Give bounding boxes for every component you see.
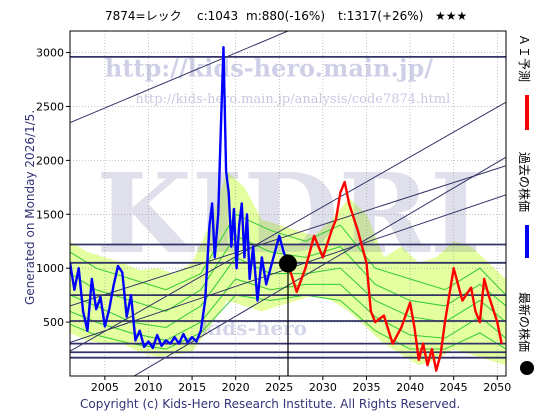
- y-tick-label: 1000: [36, 262, 64, 275]
- generated-caption: Generated on Monday 2026/1/5.: [23, 110, 37, 305]
- legend-latest-swatch: [520, 361, 534, 375]
- x-tick-label: 2040: [396, 381, 424, 394]
- watermark-url-small: http://kids-hero.main.jp/analysis/code78…: [135, 92, 450, 107]
- y-tick-label: 2000: [36, 154, 64, 167]
- legend-ai-label: ＡＩ予測: [517, 34, 531, 82]
- x-tick-label: 2020: [222, 381, 250, 394]
- trend-line: [70, 31, 289, 124]
- x-tick-label: 2005: [91, 381, 119, 394]
- x-tick-label: 2025: [265, 381, 293, 394]
- x-tick-label: 2050: [483, 381, 511, 394]
- x-tick-label: 2045: [440, 381, 468, 394]
- plot-clipped: KIDRIhttp://kids-hero.main.jp/http://kid…: [70, 31, 506, 376]
- header-current: c:1043: [197, 9, 238, 23]
- legend-latest-label: 最新の株価: [517, 292, 532, 352]
- past-price-line: [70, 45, 290, 350]
- header-ticker: 7874=レック: [105, 9, 182, 23]
- x-tick-label: 2015: [178, 381, 206, 394]
- latest-price-dot: [279, 254, 297, 273]
- footer-copyright: Copyright (c) Kids-Hero Research Institu…: [80, 397, 460, 411]
- x-tick-label: 2030: [309, 381, 337, 394]
- trend-line: [70, 165, 506, 307]
- header-target: t:1317(+26%): [338, 9, 423, 23]
- y-tick-label: 500: [43, 316, 64, 329]
- plot-area: KIDRIhttp://kids-hero.main.jp/http://kid…: [36, 30, 511, 394]
- watermark-url-large: http://kids-hero.main.jp/: [105, 53, 433, 82]
- x-tick-label: 2035: [352, 381, 380, 394]
- y-tick-label: 3000: [36, 47, 64, 60]
- x-tick-label: 2010: [134, 381, 162, 394]
- ai-forecast-line: [286, 180, 503, 372]
- y-tick-label: 1500: [36, 208, 64, 221]
- trend-line: [70, 101, 506, 352]
- legend: ＡＩ予測 過去の株価 最新の株価: [517, 34, 534, 375]
- watermark-bottom-text: kids-hero: [201, 316, 307, 340]
- plot-frame: [69, 30, 507, 377]
- legend-past-label: 過去の株価: [517, 152, 532, 212]
- header-mid: m:880(-16%): [246, 9, 325, 23]
- header-stars: ★★★: [435, 9, 467, 23]
- y-tick-label: 2500: [36, 100, 64, 113]
